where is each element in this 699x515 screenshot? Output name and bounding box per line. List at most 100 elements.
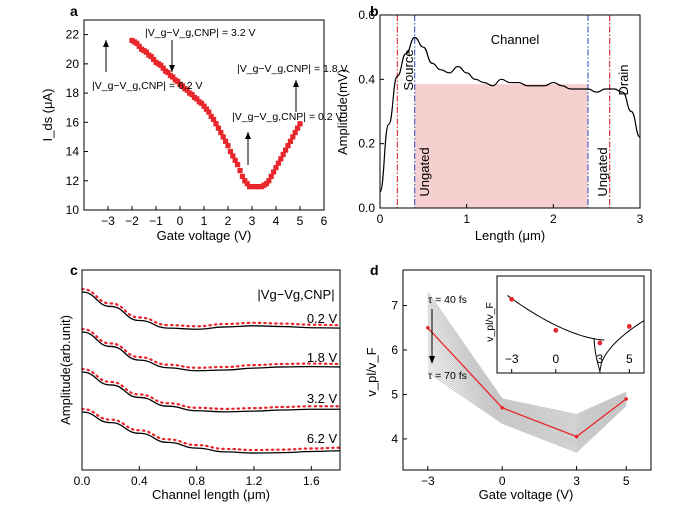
data-point [237,167,243,174]
data-point [235,162,241,168]
data-point [263,181,269,187]
data-trace [82,367,340,411]
panel-a-x-tick-label: −3 [101,214,115,228]
tau-series-line [427,321,627,429]
fit-curve [82,331,340,372]
data-point [175,78,181,84]
panel-d-x-tick-label: 0 [499,474,506,488]
annotation-arrow-head [169,65,175,72]
data-point [295,125,301,131]
inset-x-tick-label: 0 [552,352,559,366]
inset-x-tick-label: −3 [505,352,519,366]
panel-a-y-tick-label: 18 [66,86,80,100]
inset-point [509,296,515,302]
series-label: 0.2 V [307,311,338,326]
data-point [266,178,272,184]
panel-d-chart: −3 0 3 5 4 5 6 7 τ = 40 fs τ = 70 fs −3 0 3 5 v_p… [364,269,652,502]
fit-curve [82,291,340,330]
tau-series-line [427,315,627,427]
panel-b-y-tick-label: 0.4 [358,72,375,86]
panel-d-ylabel: v_pl/v_F [364,347,379,396]
data-point [225,143,231,149]
data-point [148,53,154,60]
data-point [218,129,224,136]
data-point [134,40,140,46]
data-point [211,116,217,122]
tau-series-line [427,350,627,443]
panel-a-x-tick-label: 4 [273,214,280,228]
data-point [160,65,166,71]
panel-c-x-tick-label: 1.2 [246,474,263,488]
data-point [278,156,284,162]
data-point [227,148,233,155]
panel-b-xlabel: Length (μm) [475,228,545,243]
panel-c-legend-title: |Vg−Vg,CNP| [257,287,334,302]
series-label: 3.2 V [307,391,338,406]
data-point [283,147,289,153]
inset-curve-left [506,294,605,341]
tau-series-line [427,294,627,417]
panel-b-y-tick-label: 0.2 [358,137,375,151]
tau-series-line [427,371,627,453]
tau-series-line [427,363,627,450]
inset-frame [496,275,645,374]
annotation-arrow-head [293,80,299,87]
highlight-point [426,325,430,330]
data-point [199,100,205,106]
series-label: 1.8 V [307,350,338,365]
inset-curve-dip [593,338,601,372]
region-label-ungated-left: Ungated [417,147,432,196]
panel-d-y-tick-label: 6 [391,343,398,357]
fit-curve [82,371,340,413]
panel-a-x-tick-label: 3 [249,214,256,228]
panel-a-y-tick-label: 10 [66,203,80,217]
data-point [285,143,291,149]
data-point [165,70,171,76]
panel-b-x-tick-label: 1 [463,212,470,226]
panel-a-x-tick-label: 6 [321,214,328,228]
panel-a-x-tick-label: 5 [297,214,304,228]
amplitude-line [380,36,640,193]
inset-point [553,327,559,333]
data-point [232,157,238,163]
panel-c-x-tick-label: 0.8 [188,474,205,488]
tau-series-line [427,313,627,426]
panel-c-x-tick-label: 0.4 [131,474,148,488]
tau-series-line [427,305,627,422]
panel-c-x-tick-label: 1.6 [303,474,320,488]
tau-series-line [427,347,627,442]
data-point [213,121,219,127]
panel-a-x-tick-label: −2 [125,214,139,228]
panel-d-inset: −3 0 3 5 v_pl/v_F [484,275,645,374]
tau-series-line [427,291,627,415]
panel-a-x-tick-label: 1 [201,214,208,228]
tau-series-line [427,361,627,448]
fit-curve [82,411,340,454]
panel-b-x-tick-label: 2 [550,212,557,226]
tau-series-line [427,302,627,421]
tau-series-line [427,318,627,428]
panel-letter-a: a [70,3,78,19]
tau-label-top: τ = 40 fs [428,294,467,306]
tau-series-line [427,339,627,438]
panel-d-frame [402,269,652,471]
annotation-label: |V_g−V_g,CNP| = 6.2 V [92,80,203,92]
data-point [184,87,190,93]
panel-a-y-tick-label: 22 [66,28,80,42]
annotation-arrow-head [245,132,251,139]
panel-a-x-tick-label: 2 [225,214,232,228]
panel-a-xlabel: Gate voltage (V) [157,228,252,243]
data-trace [82,287,340,328]
data-point [275,160,281,166]
panel-d-y-tick-label: 4 [391,432,398,446]
inset-ylabel: v_pl/v_F [484,302,496,342]
panel-d-xlabel: Gate voltage (V) [479,487,574,502]
tau-series-line [427,342,627,439]
panel-b-ylabel: Amplitude(mV) [335,69,350,155]
tau-series-line [427,323,627,431]
data-point [208,113,214,120]
data-point [206,109,212,115]
data-point [179,83,185,89]
